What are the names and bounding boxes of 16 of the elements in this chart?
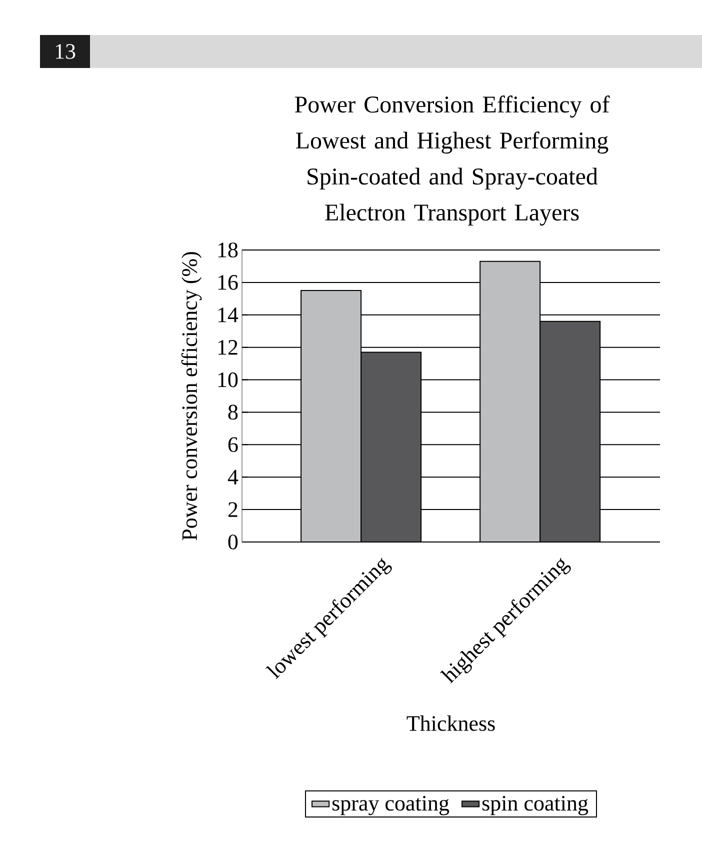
y-tick-label: 2	[228, 502, 238, 517]
y-axis-title: Power conversion efficiency (%)	[181, 252, 202, 540]
chart-title: Power Conversion Efficiency of Lowest and Highest Performing Spin-coated and Spray-coated Electron Transport Layers	[294, 96, 610, 226]
y-tick-label: 6	[228, 437, 238, 452]
y-tick-label: 10	[218, 372, 238, 388]
y-tick-label: 14	[218, 308, 238, 322]
y-tick-label: 8	[228, 404, 238, 420]
y-tick-label: 16	[218, 275, 238, 290]
legend-label: spray coating	[332, 796, 450, 816]
y-tick-label: 0	[228, 534, 238, 550]
legend-label: spin coating	[482, 796, 588, 816]
y-tick-label: 18	[218, 242, 238, 258]
text: 13	[56, 44, 76, 59]
y-tick-label: 12	[218, 340, 238, 355]
x-axis-title: Thickness	[406, 715, 495, 731]
y-tick-label: 4	[228, 470, 238, 484]
